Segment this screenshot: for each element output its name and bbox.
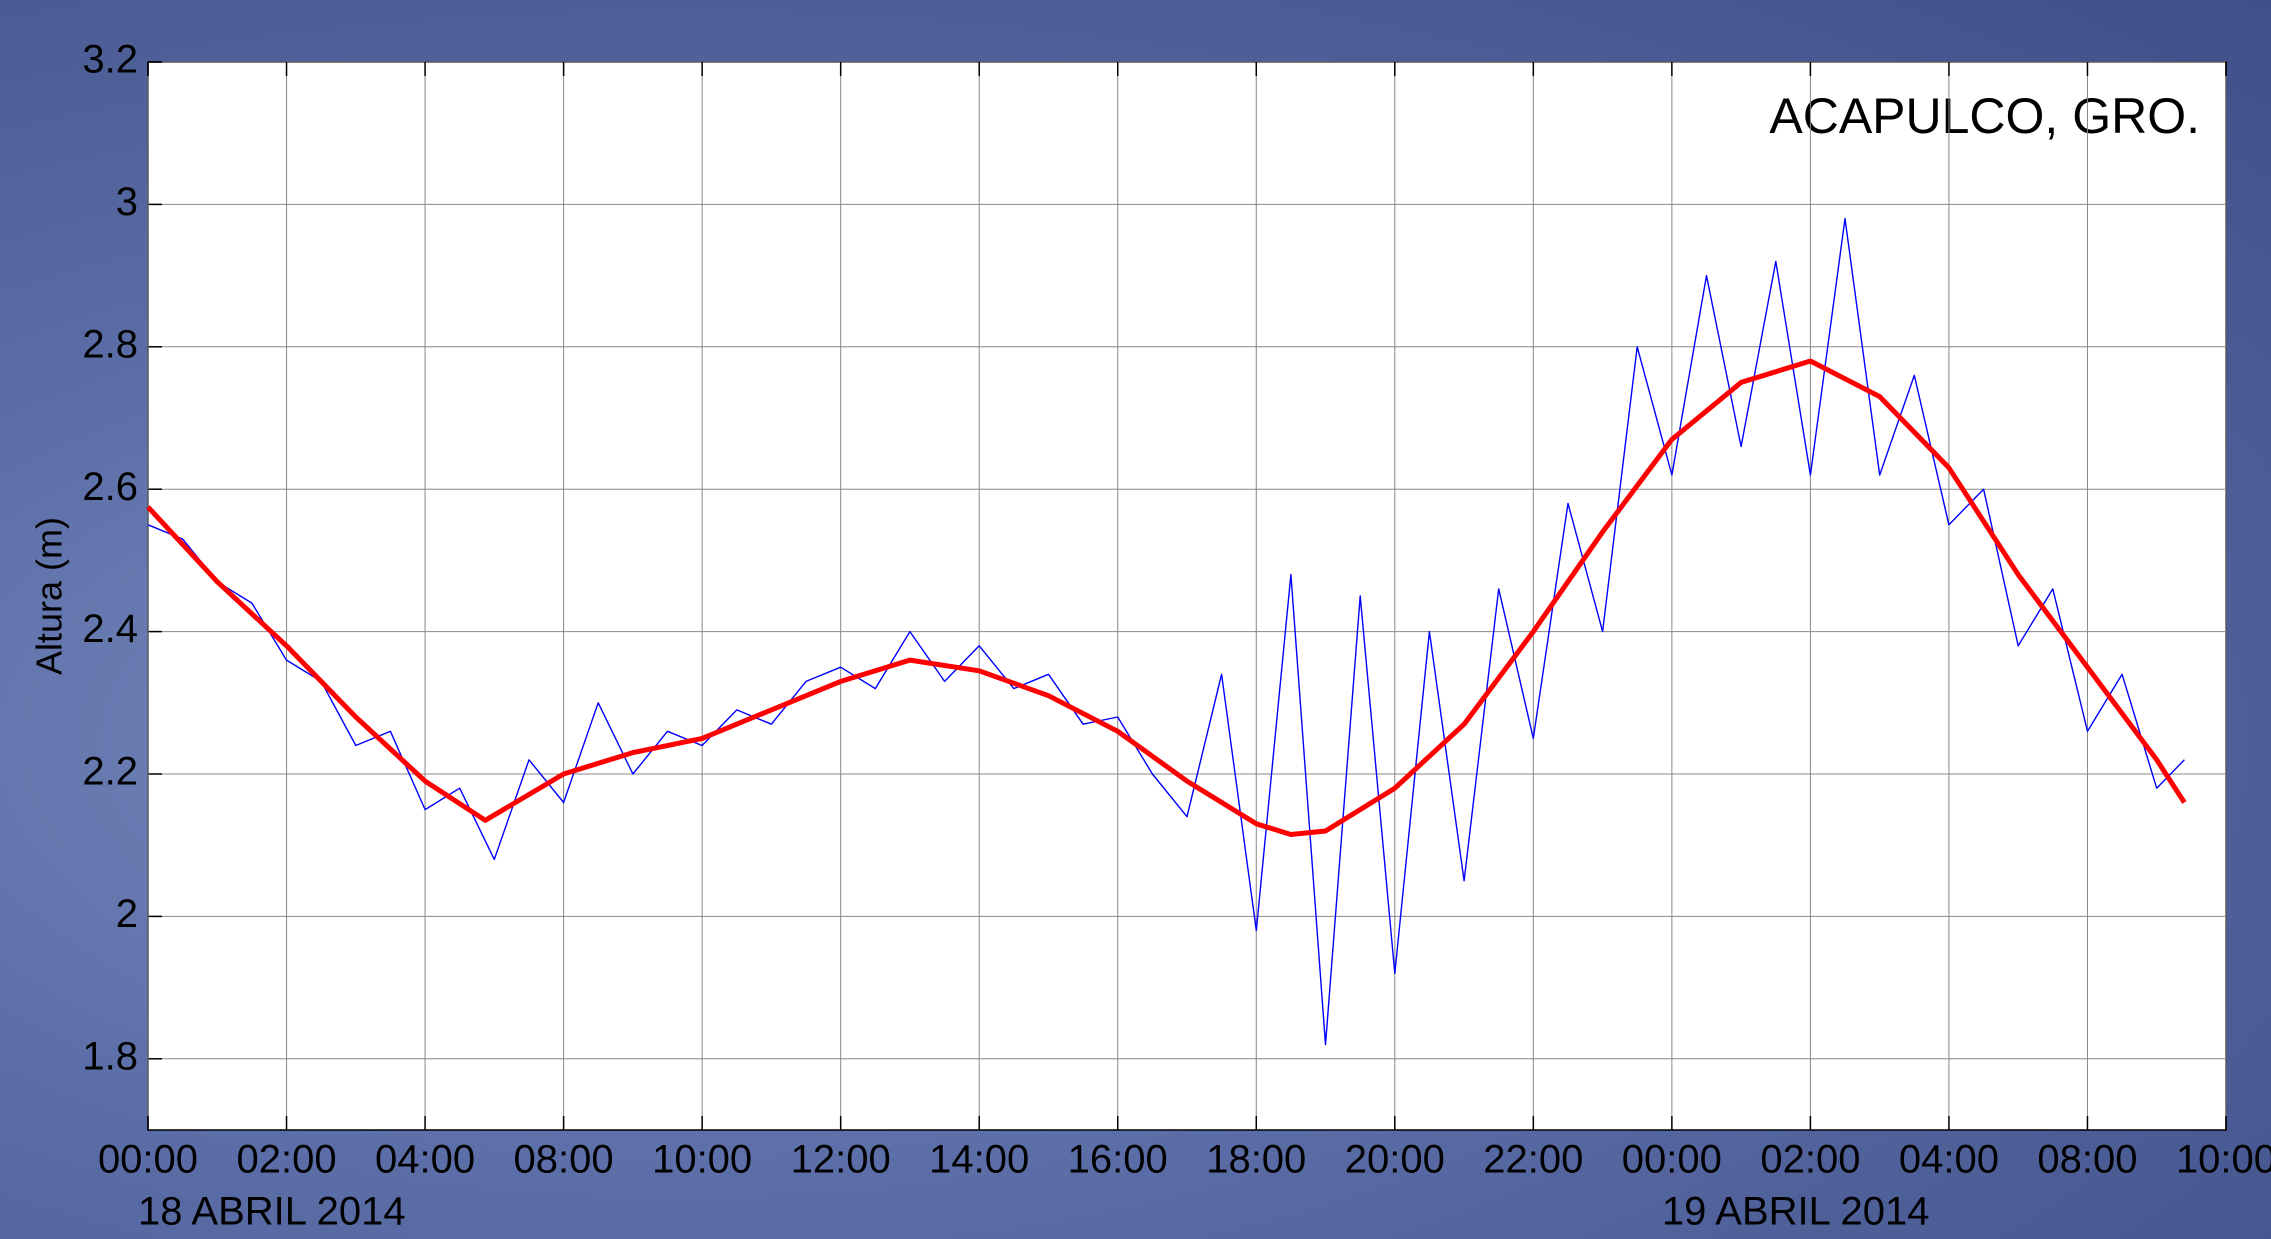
date-label: 19 ABRIL 2014 — [1662, 1190, 1930, 1234]
x-tick-label: 20:00 — [1345, 1138, 1445, 1182]
x-tick-label: 04:00 — [1899, 1138, 1999, 1182]
x-tick-label: 02:00 — [236, 1138, 336, 1182]
x-tick-label: 00:00 — [1622, 1138, 1722, 1182]
y-tick-label: 1.8 — [82, 1034, 138, 1078]
station-label: ACAPULCO, GRO. — [1769, 88, 2200, 144]
date-label: 18 ABRIL 2014 — [138, 1190, 406, 1234]
x-tick-label: 18:00 — [1206, 1138, 1306, 1182]
y-tick-label: 2.6 — [82, 465, 138, 509]
x-tick-label: 08:00 — [514, 1138, 614, 1182]
y-tick-label: 2 — [116, 892, 138, 936]
y-tick-label: 3.2 — [82, 38, 138, 82]
x-tick-label: 12:00 — [791, 1138, 891, 1182]
y-tick-label: 2.2 — [82, 750, 138, 794]
series-line — [147, 217, 2185, 1046]
x-tick-label: 22:00 — [1483, 1138, 1583, 1182]
y-tick-label: 3 — [116, 180, 138, 224]
x-tick-label: 16:00 — [1068, 1138, 1168, 1182]
x-tick-label: 14:00 — [929, 1138, 1029, 1182]
y-tick-label: 2.4 — [82, 607, 138, 651]
x-tick-label: 10:00 — [652, 1138, 752, 1182]
x-tick-label: 02:00 — [1760, 1138, 1860, 1182]
x-tick-label: 08:00 — [2037, 1138, 2137, 1182]
x-tick-label: 04:00 — [375, 1138, 475, 1182]
x-tick-label: 00:00 — [98, 1138, 198, 1182]
series-line — [146, 358, 2187, 837]
y-axis-label: Altura (m) — [29, 517, 70, 675]
x-tick-label: 10:00 — [2176, 1138, 2271, 1182]
plot-area — [147, 61, 2227, 1131]
y-tick-label: 2.8 — [82, 322, 138, 366]
